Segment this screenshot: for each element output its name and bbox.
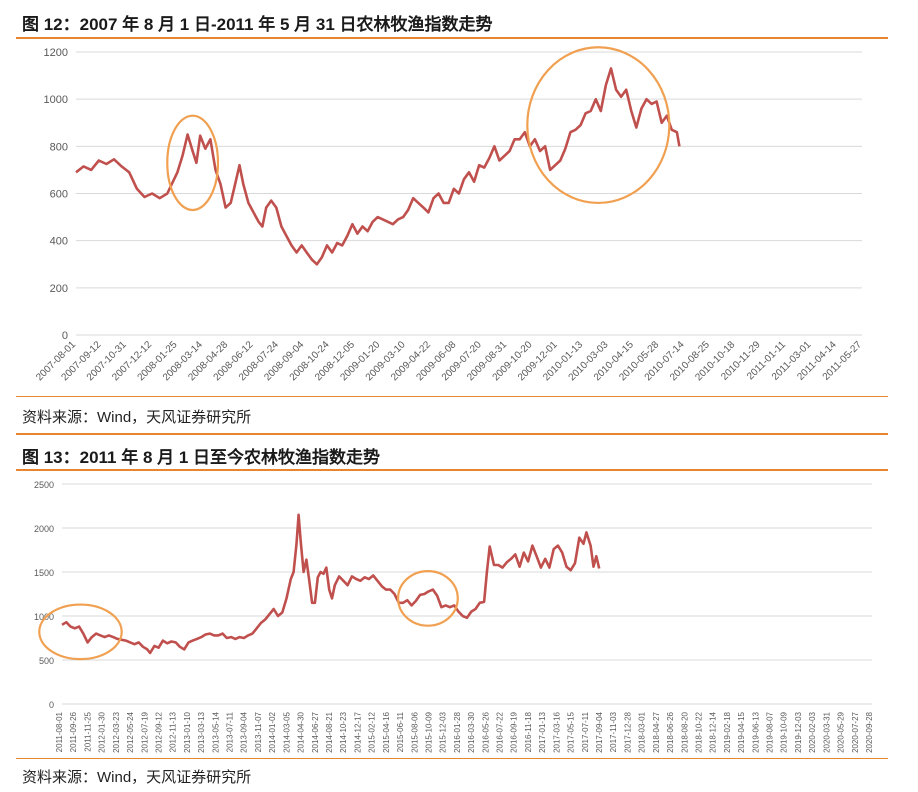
chart2-xtick-label: 2020-09-28 <box>865 711 874 752</box>
chart2-xtick-label: 2013-01-10 <box>183 711 192 752</box>
chart2-xtick-label: 2012-01-30 <box>98 711 107 752</box>
chart2-xtick-label: 2016-07-22 <box>496 711 505 752</box>
chart1-ytick-label: 0 <box>62 330 68 342</box>
chart2-xtick-label: 2020-05-29 <box>837 711 846 752</box>
chart2-xtick-label: 2016-01-28 <box>453 711 462 752</box>
figure-13-source: 资料来源：Wind，天风证券研究所 <box>22 769 252 786</box>
chart1-ytick-label: 1200 <box>44 47 68 59</box>
chart2-xtick-label: 2014-06-27 <box>311 711 320 752</box>
chart2-ytick-label: 1000 <box>34 612 54 622</box>
figure-12-chart: 0200400600800100012002007-08-012007-09-1… <box>34 46 864 383</box>
chart1-ytick-label: 800 <box>50 141 68 153</box>
figure-12-top-rule <box>16 37 888 39</box>
chart2-xtick-label: 2018-08-20 <box>680 711 689 752</box>
chart2-xtick-label: 2014-10-23 <box>339 711 348 752</box>
figure-13-chart: 0 500 1000 1500 2000 2500 2011-08-01 2011-09-26… <box>34 480 874 753</box>
chart2-xtick-label: 2020-03-31 <box>822 711 831 752</box>
chart2-highlight-ellipse <box>396 570 459 627</box>
chart2-xtick-label: 2020-02-03 <box>808 711 817 752</box>
chart2-xtick-label: 2013-05-14 <box>211 711 220 752</box>
chart2-xtick-label: 2014-03-05 <box>282 711 291 752</box>
chart2-xtick-label: 2017-12-28 <box>623 711 632 752</box>
chart2-xtick-label: 2018-12-14 <box>709 711 718 752</box>
chart2-xtick-label: 2014-12-17 <box>353 711 362 752</box>
chart1-ytick-label: 600 <box>50 189 68 201</box>
chart2-xtick-label: 2012-07-19 <box>140 711 149 752</box>
figure-13-bottom-rule <box>16 758 888 759</box>
chart2-xtick-label: 2014-08-21 <box>325 711 334 752</box>
figure-13-top-rule <box>16 469 888 471</box>
chart2-xtick-label: 2020-07-27 <box>851 711 860 752</box>
chart2-series-line <box>61 513 601 655</box>
chart2-xtick-label: 2019-02-18 <box>723 711 732 752</box>
chart2-xtick-label: 2017-11-03 <box>609 711 618 752</box>
chart2-xtick-label: 2016-09-19 <box>510 711 519 752</box>
figure-13-title: 图 13：2011 年 8 月 1 日至今农林牧渔指数走势 <box>22 448 381 467</box>
chart1-ytick-label: 1000 <box>44 94 68 106</box>
figure-12-source: 资料来源：Wind，天风证券研究所 <box>22 409 252 426</box>
chart2-ytick-label: 2500 <box>34 480 54 490</box>
chart2-xtick-label: 2017-01-13 <box>538 711 547 752</box>
chart2-xtick-label: 2019-10-09 <box>780 711 789 752</box>
chart2-ytick-label: 0 <box>49 700 54 710</box>
chart2-xtick-label: 2015-04-16 <box>382 711 391 752</box>
chart1-series-line <box>75 67 681 266</box>
chart2-xtick-label: 2012-11-13 <box>169 711 178 752</box>
chart1-highlight-ellipse <box>526 46 671 205</box>
chart2-xtick-label: 2013-09-04 <box>240 711 249 752</box>
chart2-xtick-label: 2015-06-11 <box>396 711 405 752</box>
figure-13-divider <box>16 433 888 435</box>
chart2-xtick-label: 2019-04-15 <box>737 711 746 752</box>
chart2-xtick-label: 2012-09-12 <box>154 711 163 752</box>
figure-12-title: 图 12：2007 年 8 月 1 日-2011 年 5 月 31 日农林牧渔指… <box>22 15 493 34</box>
chart2-xtick-label: 2019-12-03 <box>794 711 803 752</box>
chart1-ytick-label: 400 <box>50 236 68 248</box>
chart2-xtick-label: 2016-05-26 <box>481 711 490 752</box>
chart2-xtick-label: 2019-08-07 <box>766 711 775 752</box>
chart2-xtick-label: 2012-05-24 <box>126 711 135 752</box>
chart2-xtick-label: 2014-04-30 <box>297 711 306 752</box>
chart2-xtick-label: 2016-03-30 <box>467 711 476 752</box>
chart2-xtick-label: 2015-10-09 <box>424 711 433 752</box>
chart2-xtick-label: 2019-06-13 <box>751 711 760 752</box>
chart2-ytick-label: 2000 <box>34 524 54 534</box>
chart2-xtick-label: 2013-07-11 <box>226 711 235 752</box>
chart2-xtick-label: 2018-10-22 <box>694 711 703 752</box>
chart2-xtick-label: 2017-05-15 <box>567 711 576 752</box>
chart2-xtick-label: 2014-01-02 <box>268 711 277 752</box>
chart2-xtick-label: 2017-09-04 <box>595 711 604 752</box>
chart2-xtick-label: 2013-03-13 <box>197 711 206 752</box>
chart2-xtick-label: 2018-03-01 <box>638 711 647 752</box>
figure-12-bottom-rule <box>16 396 888 397</box>
chart2-xtick-label: 2018-06-26 <box>666 711 675 752</box>
chart2-xtick-label: 2015-08-06 <box>410 711 419 752</box>
chart2-xtick-label: 2017-03-16 <box>552 711 561 752</box>
chart2-xtick-label: 2011-09-26 <box>69 711 78 752</box>
chart2-xtick-label: 2015-02-12 <box>368 711 377 752</box>
chart2-xtick-label: 2016-11-18 <box>524 711 533 752</box>
chart2-xtick-label: 2017-07-11 <box>581 711 590 752</box>
chart2-xtick-label: 2012-03-23 <box>112 711 121 752</box>
chart1-ytick-label: 200 <box>50 283 68 295</box>
chart2-xtick-label: 2013-11-07 <box>254 711 263 752</box>
chart2-ytick-label: 500 <box>39 656 54 666</box>
chart2-xtick-label: 2011-11-25 <box>83 711 92 751</box>
chart2-highlight-ellipse <box>38 603 123 661</box>
chart2-xtick-label: 2018-04-27 <box>652 711 661 752</box>
chart2-xtick-label: 2011-08-01 <box>55 711 64 752</box>
chart2-ytick-label: 1500 <box>34 568 54 578</box>
chart2-xtick-label: 2015-12-03 <box>439 711 448 752</box>
chart1-highlight-ellipse <box>166 114 220 212</box>
